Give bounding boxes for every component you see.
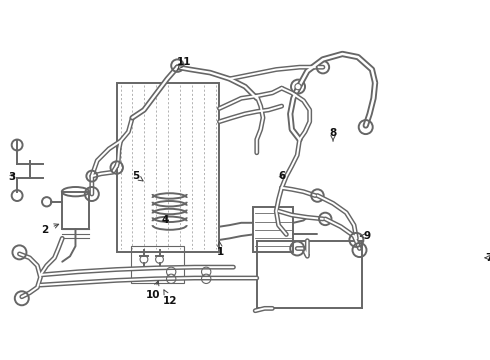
Text: 2: 2 xyxy=(42,224,59,235)
Text: 11: 11 xyxy=(177,57,192,69)
Text: 5: 5 xyxy=(133,171,143,181)
Text: 9: 9 xyxy=(361,231,371,241)
Text: 4: 4 xyxy=(161,216,169,225)
Bar xyxy=(131,246,184,283)
Text: 8: 8 xyxy=(329,128,337,141)
Text: 3: 3 xyxy=(8,172,15,182)
Bar xyxy=(253,207,294,252)
Bar xyxy=(62,192,90,229)
Text: 12: 12 xyxy=(162,290,177,306)
Text: 1: 1 xyxy=(217,242,224,257)
Bar xyxy=(117,83,220,252)
Text: 6: 6 xyxy=(278,171,285,181)
Circle shape xyxy=(295,84,301,90)
Text: 10: 10 xyxy=(146,281,161,300)
Text: 7: 7 xyxy=(485,253,490,263)
